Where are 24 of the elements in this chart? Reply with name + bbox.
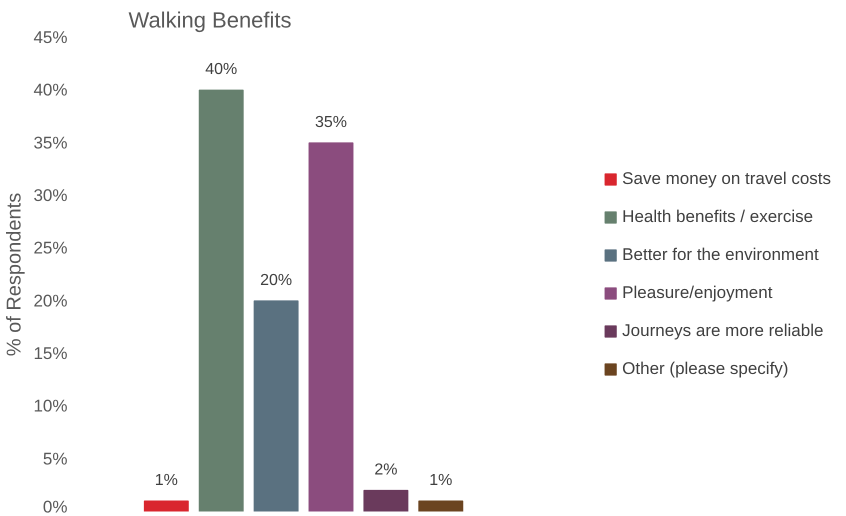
data-label: 1% — [154, 472, 178, 489]
y-tick-label: 10% — [33, 396, 68, 416]
data-label: 2% — [374, 461, 398, 478]
legend-label: Pleasure/enjoyment — [622, 283, 772, 303]
y-tick-label: 5% — [42, 449, 68, 468]
y-tick-label: 30% — [33, 186, 68, 205]
y-tick-label: 35% — [33, 133, 68, 152]
y-tick-label: 0% — [42, 498, 68, 516]
legend-label: Better for the environment — [622, 245, 819, 265]
y-tick-label: 40% — [33, 80, 68, 100]
data-label: 40% — [205, 61, 238, 78]
chart-title: Walking Benefits — [128, 8, 292, 32]
data-label: 20% — [260, 272, 292, 289]
y-tick-label: 15% — [33, 344, 68, 363]
legend-label: Save money on travel costs — [622, 169, 831, 189]
legend-label: Other (please specify) — [622, 359, 788, 379]
legend-label: Health benefits / exercise — [622, 207, 814, 227]
y-tick-label: 25% — [33, 238, 68, 258]
data-label: 1% — [429, 472, 452, 489]
y-tick-label: 45% — [33, 28, 68, 47]
data-label: 35% — [314, 114, 348, 131]
legend-label: Journeys are more reliable — [622, 321, 824, 341]
y-tick-label: 20% — [33, 291, 68, 310]
y-axis-title: % of Respondents — [3, 192, 26, 356]
